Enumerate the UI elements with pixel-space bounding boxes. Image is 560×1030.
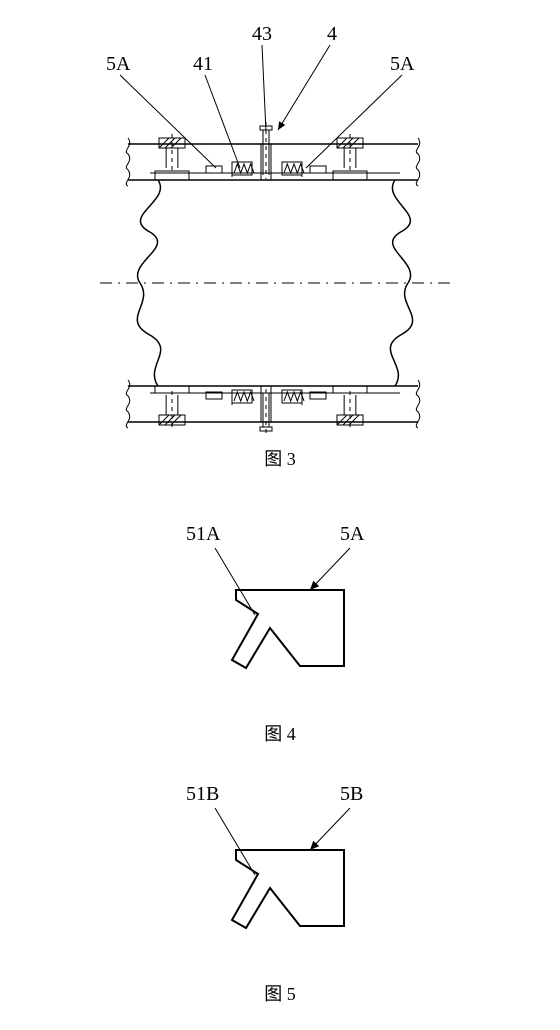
fig5-label-5B: 5B [340, 783, 363, 805]
fig3-label-4: 4 [327, 23, 337, 45]
fig3-label-5A_left: 5A [106, 53, 131, 75]
fig3-label-43: 43 [252, 23, 272, 45]
fig5-shape [232, 850, 344, 928]
fig3-caption: 图 3 [264, 449, 296, 469]
fig4-caption: 图 4 [264, 724, 296, 744]
fig5-caption: 图 5 [264, 984, 296, 1004]
fig4-label-51A: 51A [186, 523, 221, 545]
figure-3 [100, 45, 450, 435]
fig4-label-5A: 5A [340, 523, 365, 545]
fig3-label-41: 41 [193, 53, 213, 75]
fig5-label-51B: 51B [186, 783, 219, 805]
fig3-label-5A_right: 5A [390, 53, 415, 75]
fig4-shape [232, 590, 344, 668]
